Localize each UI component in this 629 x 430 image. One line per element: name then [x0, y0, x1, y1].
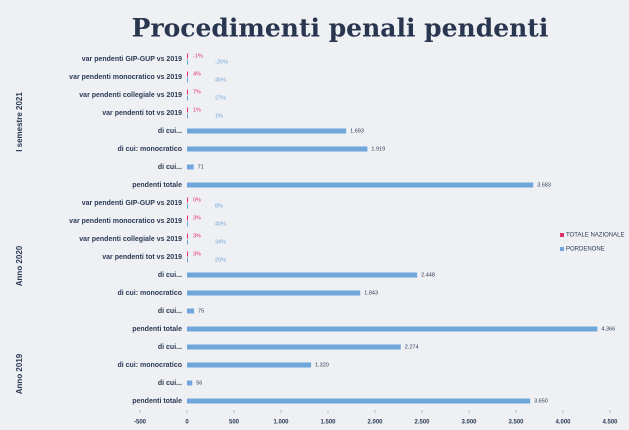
value-label: 3.650	[534, 398, 548, 404]
value-label: 56	[196, 380, 202, 386]
category-label: pendenti totale	[132, 398, 182, 405]
legend-label: PORDENONE	[566, 247, 605, 253]
value-label: 1%	[193, 107, 201, 113]
bar	[187, 362, 312, 368]
category-label: var pendenti GIP-GUP vs 2019	[82, 56, 182, 63]
bar	[187, 251, 188, 257]
value-label: 1.919	[371, 146, 385, 152]
x-tick-label: 3.000	[461, 420, 477, 426]
category-label: var pendenti collegiale vs 2019	[79, 92, 182, 99]
value-label: 1.693	[350, 128, 364, 134]
bar	[187, 233, 188, 239]
bar	[187, 89, 188, 95]
bar	[187, 146, 368, 152]
bar	[187, 257, 188, 263]
value-label: 7%	[193, 89, 201, 95]
x-tick-label: 2.000	[367, 420, 383, 426]
bar	[187, 272, 418, 278]
bar	[187, 203, 188, 209]
x-tick-label: 3.500	[508, 420, 524, 426]
category-label: pendenti totale	[132, 182, 182, 189]
bar	[186, 59, 188, 65]
category-label: di cui...	[158, 380, 182, 387]
category-label: var pendenti monocratico vs 2019	[69, 218, 182, 225]
category-label: di cui...	[158, 164, 182, 171]
chart-title: Procedimenti penali pendenti	[132, 14, 549, 43]
bar	[187, 380, 193, 386]
bar	[187, 215, 188, 221]
x-tick-label: 4.500	[602, 420, 618, 426]
x-tick-label: 2.500	[414, 420, 430, 426]
category-label: var pendenti GIP-GUP vs 2019	[82, 200, 182, 207]
value-label: 34%	[215, 239, 226, 245]
x-tick-label: -500	[134, 420, 147, 426]
bar	[187, 239, 188, 245]
value-label: 3%	[193, 215, 201, 221]
value-label: 75	[198, 308, 204, 314]
bar	[187, 221, 188, 227]
bar	[187, 107, 188, 113]
value-label: 8%	[215, 203, 223, 209]
category-label: di cui...	[158, 272, 182, 279]
bar	[187, 71, 188, 77]
bar	[187, 128, 347, 134]
legend-label: TOTALE NAZIONALE	[566, 233, 624, 239]
bar	[187, 95, 188, 101]
bar	[186, 53, 188, 59]
value-label: 3%	[193, 251, 201, 257]
value-label: 4.366	[601, 326, 615, 332]
legend-swatch	[560, 233, 564, 237]
value-label: -26%	[215, 59, 228, 65]
value-label: 1.843	[364, 290, 378, 296]
category-label: di cui...	[158, 128, 182, 135]
group-label: I semestre 2021	[15, 92, 24, 152]
value-label: 20%	[215, 257, 226, 263]
category-label: pendenti totale	[132, 326, 182, 333]
value-label: 2.274	[405, 344, 419, 350]
value-label: 27%	[215, 95, 226, 101]
x-tick-label: 4.000	[555, 420, 571, 426]
bar	[187, 398, 531, 404]
group-label: Anno 2019	[15, 353, 24, 394]
x-tick-label: 0	[185, 420, 189, 426]
category-label: var pendenti monocratico vs 2019	[69, 74, 182, 81]
legend-swatch	[560, 247, 564, 251]
category-label: di cui...	[158, 308, 182, 315]
value-label: 4%	[193, 71, 201, 77]
category-label: di cui: monocratico	[117, 362, 182, 369]
value-label: 3%	[193, 233, 201, 239]
value-label: 45%	[215, 77, 226, 83]
bar	[187, 197, 188, 203]
category-label: var pendenti tot vs 2019	[102, 254, 182, 261]
bar	[187, 344, 401, 350]
value-label: 71	[198, 164, 204, 170]
group-label: Anno 2020	[15, 245, 24, 286]
x-tick-label: 500	[229, 420, 240, 426]
category-label: var pendenti collegiale vs 2019	[79, 236, 182, 243]
bar	[187, 308, 195, 314]
value-label: 1.320	[315, 362, 329, 368]
bar	[187, 290, 361, 296]
value-label: 3.683	[537, 182, 551, 188]
value-label: 0%	[193, 197, 201, 203]
category-label: di cui: monocratico	[117, 146, 182, 153]
bar	[187, 164, 194, 170]
value-label: -1%	[193, 53, 203, 59]
bar	[187, 113, 188, 119]
value-label: 2.448	[421, 272, 435, 278]
bar	[187, 182, 534, 188]
category-label: di cui: monocratico	[117, 290, 182, 297]
value-label: 40%	[215, 221, 226, 227]
category-label: var pendenti tot vs 2019	[102, 110, 182, 117]
category-label: di cui...	[158, 344, 182, 351]
bar	[187, 77, 188, 83]
value-label: 1%	[215, 113, 223, 119]
x-tick-label: 1.500	[320, 420, 336, 426]
bar	[187, 326, 598, 332]
x-tick-label: 1.000	[273, 420, 289, 426]
